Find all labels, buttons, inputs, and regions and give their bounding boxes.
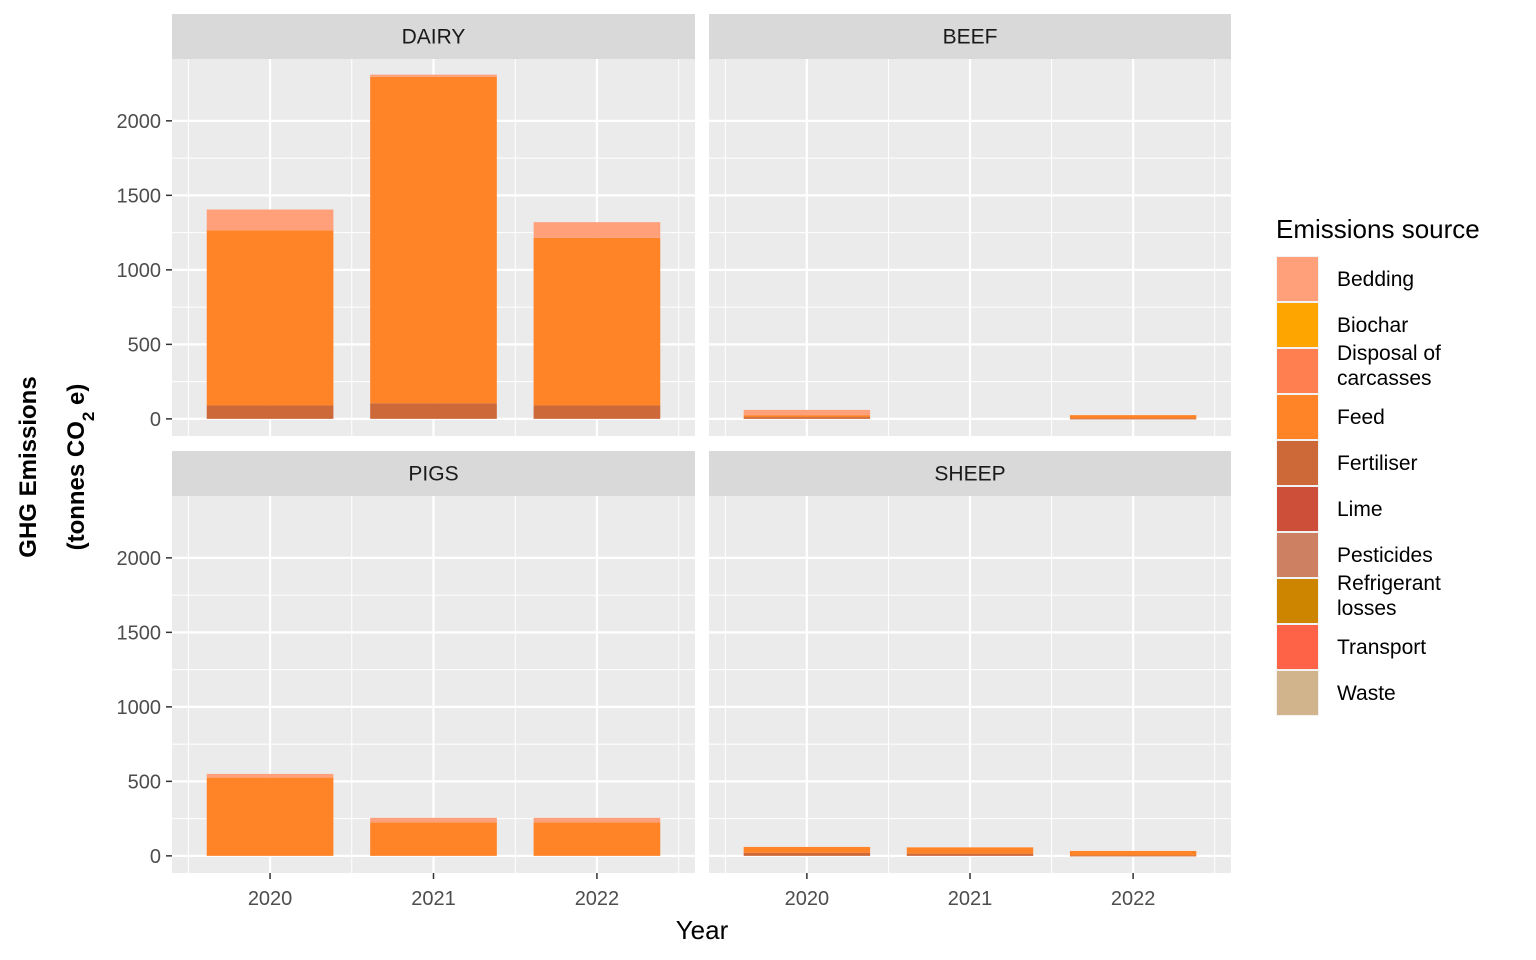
y-axis-title-line2: (tonnes CO2 e)	[63, 384, 98, 551]
bar-sheep-2021-fertiliser	[906, 853, 1034, 856]
legend-item-fertiliser: Fertiliser	[1276, 440, 1418, 486]
bar-beef-2022-feed	[1069, 415, 1197, 419]
legend-swatch	[1277, 395, 1318, 439]
bar-pigs-2020-feed	[206, 777, 334, 856]
legend-item-waste: Waste	[1276, 670, 1396, 716]
legend-label-fertiliser: Fertiliser	[1337, 452, 1418, 475]
strip-sheep	[709, 451, 1231, 496]
legend-label-transport: Transport	[1337, 636, 1426, 659]
legend-swatch	[1277, 303, 1318, 347]
bar-sheep-2020-feed	[743, 846, 871, 853]
y-tick-label: 0	[150, 409, 161, 431]
panel-beef: BEEF	[709, 14, 1231, 436]
x-axis-title: Year	[676, 915, 729, 945]
legend-swatch	[1277, 579, 1318, 623]
x-tick-label: 2020	[248, 888, 293, 910]
y-tick-label: 1500	[117, 622, 162, 644]
bar-dairy-2020-bedding	[206, 209, 334, 231]
strip-dairy	[172, 14, 695, 59]
strip-label-pigs: PIGS	[408, 463, 458, 486]
bar-beef-2020-bedding	[743, 409, 871, 416]
panel-dairy: DAIRY	[172, 14, 695, 436]
bar-dairy-2022-feed	[533, 237, 661, 406]
bar-sheep-2021-feed	[906, 847, 1034, 854]
legend-item-bedding: Bedding	[1276, 256, 1414, 302]
bar-sheep-2022-fertiliser	[1069, 855, 1197, 857]
panel-sheep: SHEEP	[709, 451, 1231, 873]
x-tick-label: 2022	[1111, 888, 1156, 910]
x-tick-label: 2020	[785, 888, 830, 910]
bar-dairy-2020-feed	[206, 230, 334, 406]
legend-label-refrigerant-losses: Refrigerant losses	[1337, 572, 1441, 620]
legend-label-disposal-of-carcasses: Disposal of carcasses	[1337, 342, 1441, 390]
y-tick-label: 0	[150, 846, 161, 868]
bar-dairy-2020-fertiliser	[206, 405, 334, 419]
bar-beef-2020-fertiliser	[743, 417, 871, 419]
legend-item-transport: Transport	[1276, 624, 1426, 670]
bar-pigs-2020-bedding	[206, 773, 334, 778]
legend-title: Emissions source	[1276, 214, 1480, 244]
strip-pigs	[172, 451, 695, 496]
legend-label-line: Refrigerant	[1337, 572, 1441, 595]
y-tick-label: 2000	[117, 111, 162, 133]
bar-dairy-2021-fertiliser	[370, 403, 497, 419]
legend-swatch	[1277, 441, 1318, 485]
bar-dairy-2021-feed	[370, 76, 497, 404]
y-tick-label: 500	[128, 334, 161, 356]
legend-swatch	[1277, 257, 1318, 301]
y-axis-title-unit-sub: 2	[79, 412, 98, 421]
legend-swatch	[1277, 671, 1318, 715]
legend-label-feed: Feed	[1337, 406, 1385, 429]
legend-swatch	[1277, 349, 1318, 393]
y-tick-label: 500	[128, 771, 161, 793]
legend-label-line: losses	[1337, 597, 1397, 620]
bar-dairy-2021-bedding	[370, 74, 497, 77]
legend-swatch	[1277, 533, 1318, 577]
y-tick-label: 1000	[117, 260, 162, 282]
legend-label-line: carcasses	[1337, 367, 1432, 390]
y-axis-title-unit-post: e)	[63, 384, 90, 412]
panel-pigs: PIGS	[172, 451, 695, 873]
x-tick-label: 2021	[948, 888, 993, 910]
bar-pigs-2022-bedding	[533, 817, 661, 823]
bar-beef-2022-fertiliser	[1069, 418, 1197, 420]
y-tick-label: 1000	[117, 697, 162, 719]
legend-item-disposal-of-carcasses: Disposal of carcasses	[1276, 342, 1441, 394]
x-tick-label: 2022	[575, 888, 620, 910]
strip-beef	[709, 14, 1231, 59]
legend-item-lime: Lime	[1276, 486, 1383, 532]
legend: Bedding Biochar Disposal of carcasses Feed Fe…	[1276, 256, 1441, 716]
legend-item-biochar: Biochar	[1276, 302, 1408, 348]
bar-sheep-2022-feed	[1069, 850, 1197, 856]
y-axis-title-line1: GHG Emissions	[15, 376, 42, 557]
strip-label-beef: BEEF	[943, 26, 998, 49]
bar-pigs-2022-feed	[533, 822, 661, 856]
bar-beef-2020-feed	[743, 415, 871, 418]
legend-label-waste: Waste	[1337, 682, 1396, 705]
strip-label-dairy: DAIRY	[402, 26, 466, 49]
legend-label-lime: Lime	[1337, 498, 1383, 521]
facet-panels: DAIRY BEEF PIGS SHEEP	[172, 14, 1231, 873]
legend-label-bedding: Bedding	[1337, 268, 1414, 291]
bar-dairy-2022-fertiliser	[533, 405, 661, 419]
legend-label-biochar: Biochar	[1337, 314, 1408, 337]
y-tick-label: 2000	[117, 548, 162, 570]
axes: 0 500 1000 1500 2000 0 500 1000 1500 2000 2020 2021…	[117, 111, 1156, 910]
legend-label-line: Disposal of	[1337, 342, 1441, 365]
x-tick-label: 2021	[411, 888, 456, 910]
legend-item-feed: Feed	[1276, 394, 1385, 440]
bar-dairy-2022-bedding	[533, 222, 661, 238]
legend-label-pesticides: Pesticides	[1337, 544, 1433, 567]
y-axis-title-unit-pre: (tonnes CO	[63, 421, 90, 550]
legend-swatch	[1277, 625, 1318, 669]
legend-swatch	[1277, 487, 1318, 531]
y-tick-label: 1500	[117, 185, 162, 207]
bar-pigs-2021-feed	[370, 822, 497, 856]
bar-pigs-2021-bedding	[370, 817, 497, 823]
legend-item-pesticides: Pesticides	[1276, 532, 1433, 578]
bar-sheep-2020-fertiliser	[743, 852, 871, 856]
strip-label-sheep: SHEEP	[934, 463, 1005, 486]
legend-item-refrigerant-losses: Refrigerant losses	[1276, 572, 1441, 624]
